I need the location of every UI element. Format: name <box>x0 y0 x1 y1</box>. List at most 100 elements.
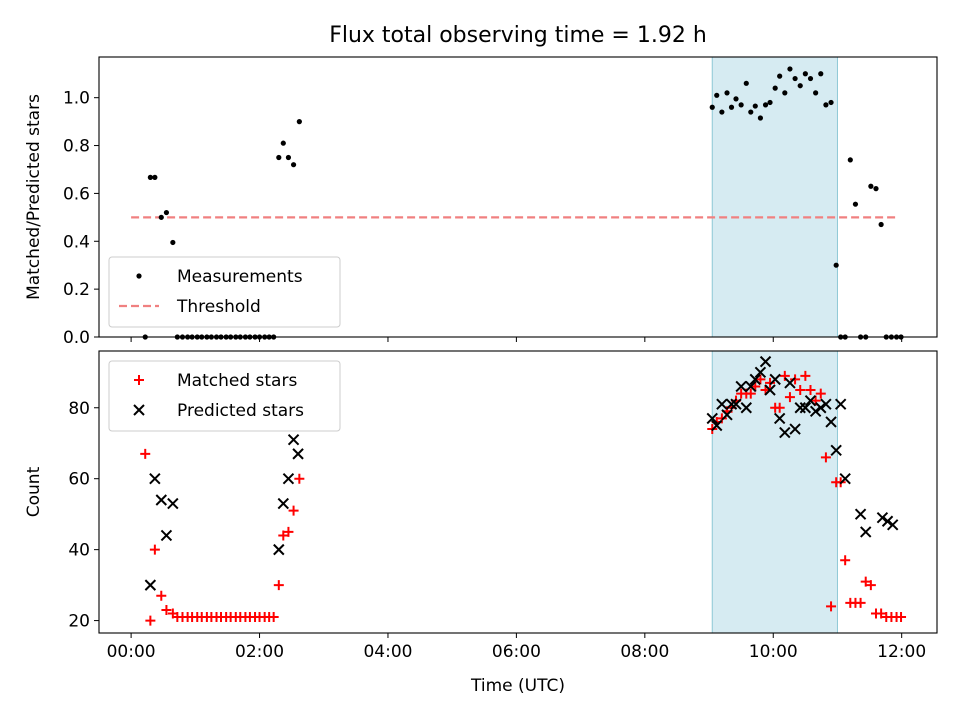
data-point <box>876 512 889 524</box>
chart-title: Flux total observing time = 1.92 h <box>329 23 707 48</box>
y-tick-label: 0.2 <box>63 280 90 300</box>
data-point <box>709 104 715 110</box>
data-point <box>860 526 872 538</box>
data-point <box>789 423 801 435</box>
data-point <box>794 402 806 414</box>
data-point <box>155 494 167 506</box>
data-point <box>881 515 894 527</box>
x-tick-label: 08:00 <box>620 642 669 662</box>
y-tick-label: 20 <box>68 612 90 632</box>
data-point <box>719 109 725 115</box>
axes-frame <box>98 350 938 634</box>
data-point <box>706 412 718 425</box>
data-point <box>815 388 826 399</box>
data-point <box>820 452 831 463</box>
data-point <box>799 402 812 414</box>
data-point <box>860 576 871 587</box>
data-point <box>160 529 173 542</box>
data-point <box>287 433 300 446</box>
data-point <box>273 580 284 591</box>
data-point <box>277 497 290 510</box>
x-tick-label: 10:00 <box>749 642 798 662</box>
data-point <box>745 388 756 399</box>
y-tick-label: 60 <box>68 470 90 490</box>
axes-frame <box>98 56 938 338</box>
data-point <box>152 174 158 180</box>
y-tick-label: 0.4 <box>63 232 90 252</box>
data-point <box>774 402 785 413</box>
legend-box <box>108 256 341 328</box>
data-point <box>854 508 867 520</box>
data-point <box>276 154 282 161</box>
y-tick-label: 40 <box>68 541 90 561</box>
data-point <box>797 83 803 89</box>
data-point <box>752 103 758 109</box>
data-point <box>802 71 808 77</box>
data-point <box>745 380 757 393</box>
legend-marker <box>136 273 142 279</box>
data-point <box>784 377 796 389</box>
data-point <box>813 90 819 96</box>
data-point <box>782 90 788 96</box>
data-point <box>787 66 793 72</box>
data-point <box>725 398 738 410</box>
data-point <box>282 472 295 485</box>
data-point <box>823 102 829 108</box>
x-tick-label: 02:00 <box>235 642 284 662</box>
legend-label: Predicted stars <box>177 401 304 421</box>
y-tick-label: 0.6 <box>63 184 90 204</box>
data-point <box>728 104 735 110</box>
data-point <box>818 71 824 77</box>
x-tick-label: 04:00 <box>363 642 412 662</box>
data-point <box>749 373 761 386</box>
data-point <box>735 380 747 393</box>
legend-marker <box>134 375 144 385</box>
legend-label: Matched stars <box>177 371 297 391</box>
y-axis-label: Matched/Predicted stars <box>24 94 44 300</box>
data-point <box>809 405 822 418</box>
data-point <box>288 505 299 516</box>
data-point <box>754 366 767 378</box>
data-point <box>868 183 874 189</box>
legend-marker <box>133 404 145 416</box>
data-point <box>804 394 817 407</box>
data-point <box>278 530 289 541</box>
y-tick-label: 0.0 <box>63 328 90 348</box>
data-point <box>290 162 297 168</box>
data-point <box>147 174 153 180</box>
data-point <box>865 580 876 591</box>
data-point <box>285 154 292 161</box>
legend-box <box>108 360 341 432</box>
data-point <box>807 75 814 82</box>
data-point <box>795 385 806 396</box>
data-point <box>149 544 160 555</box>
data-point <box>784 392 795 403</box>
data-point <box>149 472 161 485</box>
data-point <box>765 377 776 388</box>
data-point <box>755 374 766 385</box>
data-point <box>855 597 866 608</box>
data-point <box>852 201 859 207</box>
data-point <box>840 555 851 566</box>
data-point <box>773 412 786 425</box>
data-point <box>762 102 769 108</box>
data-point <box>800 370 811 381</box>
data-point <box>743 80 749 86</box>
data-point <box>834 398 847 410</box>
data-point <box>170 239 176 246</box>
data-point <box>815 402 827 414</box>
x-tick-label: 00:00 <box>107 642 156 662</box>
data-point <box>158 214 164 220</box>
data-point <box>826 601 837 612</box>
data-point <box>716 398 728 410</box>
data-point <box>724 90 730 96</box>
data-point <box>764 384 776 396</box>
legend: Measurements Threshold <box>108 256 341 328</box>
x-tick-label: 06:00 <box>492 642 541 662</box>
data-point <box>161 604 172 615</box>
data-point <box>825 416 837 428</box>
data-point <box>759 355 772 368</box>
data-point <box>163 209 170 216</box>
data-point <box>280 140 286 146</box>
data-point <box>167 497 179 510</box>
